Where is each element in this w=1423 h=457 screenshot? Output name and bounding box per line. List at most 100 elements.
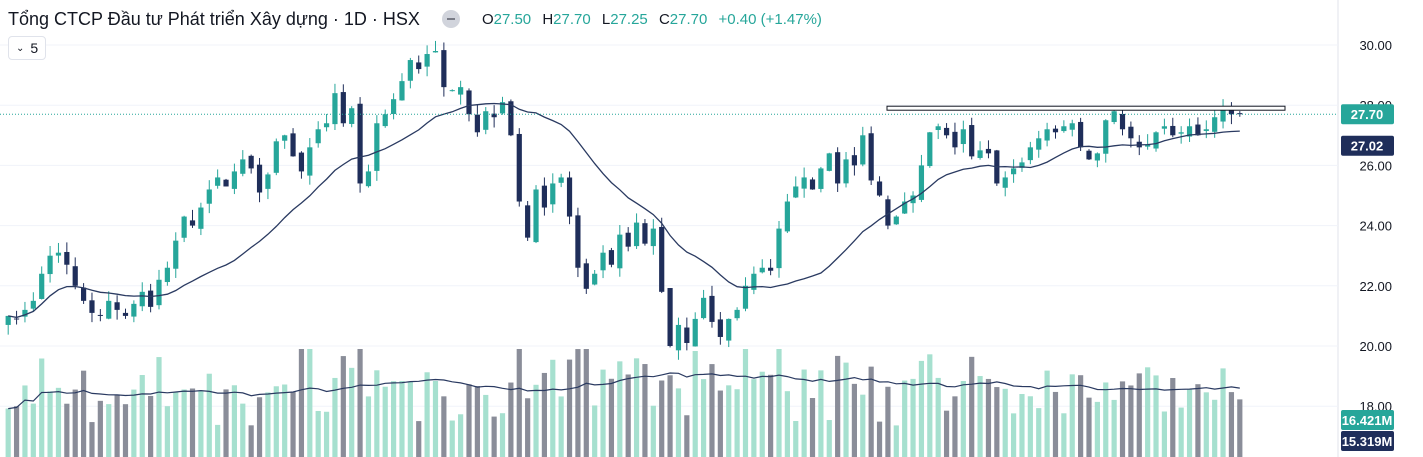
volume-bar [1078,375,1084,457]
volume-bar [173,392,179,457]
indicator-collapse-button[interactable]: ⌄ 5 [8,36,47,60]
candle-body [1119,113,1126,130]
candle-body [298,152,305,172]
volume-bar [114,395,120,457]
volume-bar [918,360,925,457]
candle-body [726,318,732,341]
volume-bar [491,416,497,457]
volume-bar [290,392,296,457]
candle-body [977,150,983,158]
volume-bar [893,425,899,457]
volume-bar [1036,408,1042,457]
candle-body [525,205,531,238]
volume-bar [231,385,238,457]
candle-body [1061,126,1067,132]
volume-tag-text: 16.421M [1342,413,1393,428]
candle-body [1186,126,1193,137]
volume-bar [784,391,790,457]
volume-bar [717,390,723,457]
candle-body [340,92,346,124]
volume-bar [466,384,472,457]
candle-body [550,183,556,205]
volume-bar [1170,378,1176,457]
volume-bar [943,410,950,457]
volume-bar [801,369,807,457]
volume-bar [156,357,162,457]
candle-body [273,141,279,173]
candle-body [382,114,388,127]
volume-bar [1002,388,1008,457]
candle-body [700,297,707,319]
candle-body [1212,117,1218,132]
chevron-down-icon: ⌄ [16,42,25,54]
candle-body [173,240,179,269]
volume-bar [617,361,623,457]
volume-bar [198,390,204,457]
candle-body [139,291,145,307]
candle-body [1195,124,1201,136]
volume-bar [365,396,372,457]
volume-bar [684,415,690,457]
volume-bar [432,380,439,457]
volume-bar [240,403,246,457]
volume-bar [1128,385,1134,457]
volume-bar [793,420,799,457]
candle-body [1036,138,1042,150]
volume-bar [843,362,849,457]
horizontal-level-line[interactable] [886,105,1286,111]
ma-line [8,102,1240,319]
volume-bar [215,424,221,457]
volume-bar [282,384,288,457]
candle-body [407,60,413,81]
volume-bar [1220,368,1226,457]
candle-body [751,273,757,290]
candle-body [265,174,271,189]
candle-body [483,111,489,130]
hide-toggle-icon[interactable] [441,10,460,28]
volume-bar [927,354,933,457]
volume-bars [5,349,1243,457]
volume-bar [374,370,380,457]
candle-body [642,223,648,244]
candle-body [625,232,631,247]
volume-bar [592,405,598,457]
volume-bar [1119,381,1126,457]
candlesticks [5,40,1243,360]
volume-bar [424,372,430,457]
symbol-title[interactable]: Tổng CTCP Đầu tư Phát triển Xây dựng · 1… [8,8,420,29]
volume-bar [726,385,732,457]
volume-bar [407,381,413,457]
volume-bar [357,349,363,457]
volume-bar [835,355,841,457]
candle-body [55,252,62,256]
candle-body [709,295,715,322]
volume-bar [650,405,656,457]
candle-body [72,266,78,286]
volume-bar [265,392,271,457]
candle-body [491,113,497,118]
candle-body [776,228,782,269]
candle-body [189,220,196,226]
candle-body [851,155,858,166]
volume-bar [1145,367,1151,457]
candle-body [943,127,950,136]
candle-body [5,315,11,325]
candle-body [592,273,598,285]
candle-body [131,303,137,317]
volume-ma-tag-text: 15.319M [1342,434,1393,449]
candle-body [1019,162,1025,168]
candle-body [198,207,204,229]
volume-bar [969,356,975,457]
candle-body [541,185,548,208]
candle-body [1069,123,1075,130]
candle-body [357,103,363,184]
candle-body [860,135,866,165]
candle-body [1128,126,1134,139]
volume-bar [97,400,103,457]
volume-bar [667,375,673,457]
volume-bar [30,403,36,457]
candle-body [323,123,330,128]
candle-body [717,319,723,337]
